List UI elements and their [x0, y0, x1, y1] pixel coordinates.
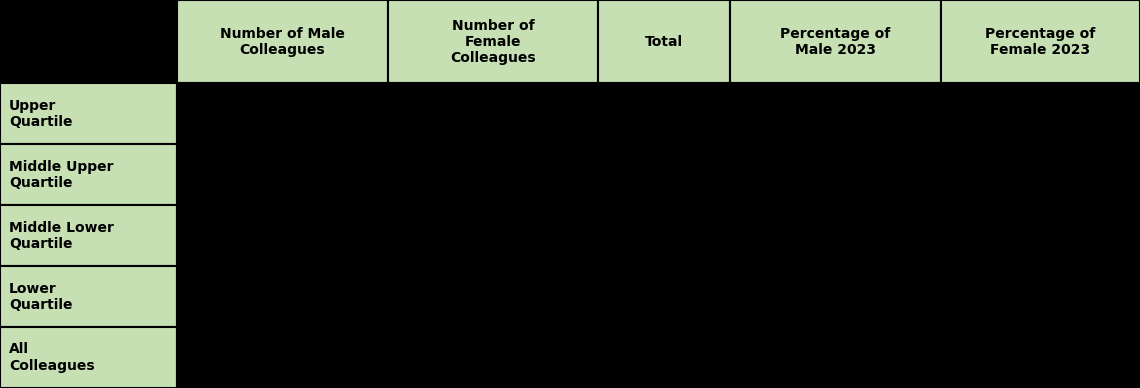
Bar — [177, 83, 388, 144]
Text: Middle Lower
Quartile: Middle Lower Quartile — [9, 221, 114, 251]
Text: Percentage of
Female 2023: Percentage of Female 2023 — [985, 27, 1096, 57]
Text: Number of
Female
Colleagues: Number of Female Colleagues — [450, 19, 536, 65]
Bar — [730, 327, 940, 388]
Bar — [940, 327, 1140, 388]
Bar — [0, 205, 177, 266]
Bar — [598, 144, 730, 205]
Bar — [598, 83, 730, 144]
Bar — [388, 0, 598, 83]
Bar — [730, 83, 940, 144]
Text: Percentage of
Male 2023: Percentage of Male 2023 — [780, 27, 890, 57]
Bar — [940, 144, 1140, 205]
Bar — [598, 327, 730, 388]
Text: Upper
Quartile: Upper Quartile — [9, 99, 73, 129]
Bar — [730, 266, 940, 327]
Bar — [0, 144, 177, 205]
Bar — [598, 0, 730, 83]
Bar — [388, 327, 598, 388]
Bar — [730, 205, 940, 266]
Bar — [730, 144, 940, 205]
Bar — [388, 205, 598, 266]
Bar — [940, 83, 1140, 144]
Bar — [940, 205, 1140, 266]
Text: Lower
Quartile: Lower Quartile — [9, 282, 73, 312]
Bar — [388, 266, 598, 327]
Bar — [177, 327, 388, 388]
Text: All
Colleagues: All Colleagues — [9, 343, 95, 372]
Bar — [0, 266, 177, 327]
Bar — [177, 266, 388, 327]
Bar — [388, 144, 598, 205]
Bar — [0, 0, 177, 83]
Bar — [0, 83, 177, 144]
Bar — [177, 144, 388, 205]
Bar — [598, 266, 730, 327]
Bar — [177, 205, 388, 266]
Bar — [940, 0, 1140, 83]
Bar — [940, 266, 1140, 327]
Bar — [177, 0, 388, 83]
Text: Number of Male
Colleagues: Number of Male Colleagues — [220, 27, 344, 57]
Bar — [0, 327, 177, 388]
Text: Total: Total — [645, 35, 683, 49]
Bar — [598, 205, 730, 266]
Text: Middle Upper
Quartile: Middle Upper Quartile — [9, 160, 114, 190]
Bar — [388, 83, 598, 144]
Bar — [730, 0, 940, 83]
